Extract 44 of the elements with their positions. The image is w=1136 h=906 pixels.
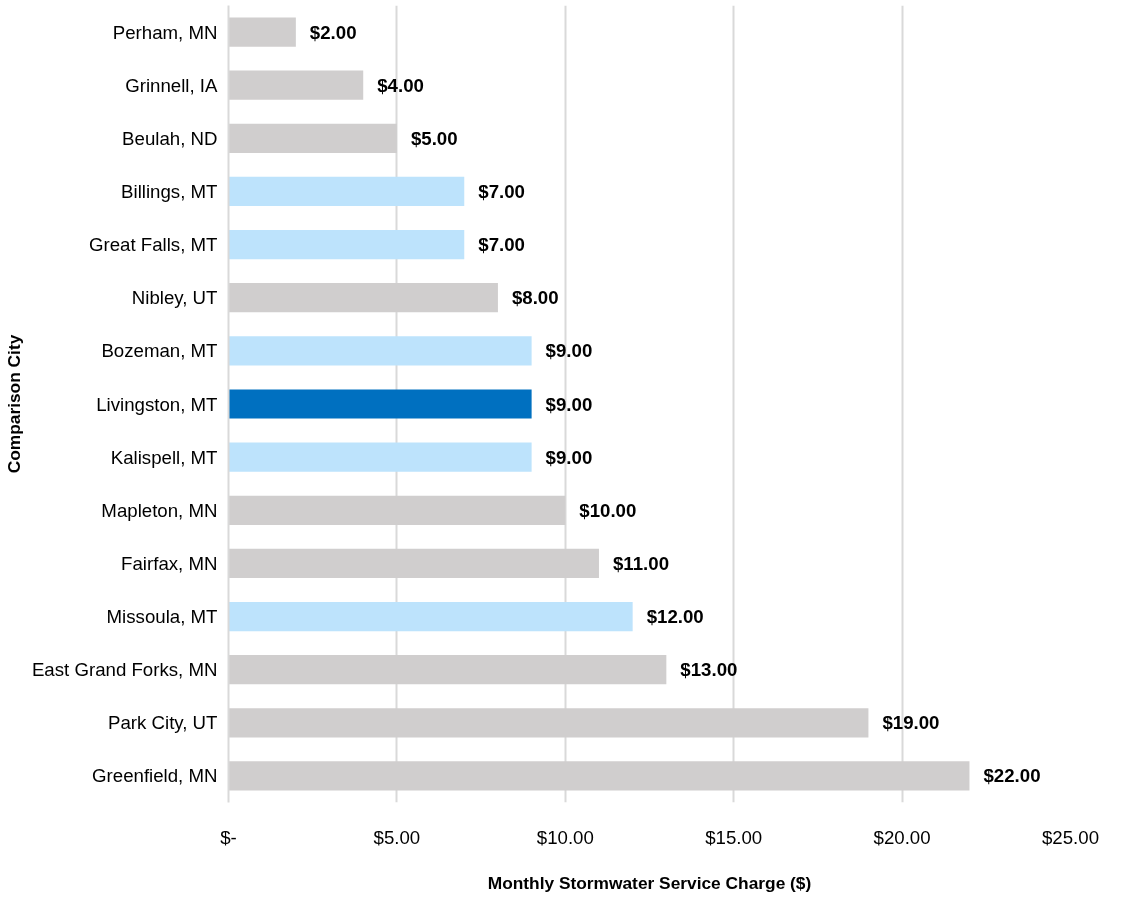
x-tick-label: $10.00: [536, 826, 594, 848]
data-label: $13.00: [680, 659, 738, 681]
y-tick-label: Bozeman, MT: [101, 340, 218, 362]
y-tick-label: Nibley, UT: [131, 287, 218, 309]
bar: [228, 176, 465, 207]
bar: [228, 601, 633, 632]
data-label: $10.00: [579, 499, 637, 521]
data-label: $8.00: [511, 287, 559, 309]
bar: [228, 336, 532, 366]
x-tick-label: $25.00: [1041, 826, 1100, 848]
bar: [228, 229, 465, 260]
y-tick-label: Missoula, MT: [106, 606, 218, 628]
data-label: $9.00: [545, 393, 593, 415]
x-tick-label: $5.00: [373, 826, 421, 848]
y-tick-label: East Grand Forks, MN: [31, 659, 218, 681]
data-label: $22.00: [983, 765, 1041, 787]
data-label: $4.00: [377, 74, 424, 96]
data-label: $9.00: [545, 340, 593, 362]
data-label: $7.00: [478, 180, 525, 202]
data-label: $2.00: [309, 21, 357, 43]
y-tick-label: Perham, MN: [112, 21, 218, 43]
x-tick-label: $-: [220, 826, 237, 848]
x-tick-label: $20.00: [873, 826, 931, 848]
data-label: $11.00: [612, 552, 670, 574]
x-tick-label: $15.00: [705, 826, 763, 848]
data-label: $5.00: [410, 127, 458, 149]
data-label: $12.00: [646, 606, 704, 628]
x-axis-title: Monthly Stormwater Service Charge ($): [487, 872, 812, 893]
bar: [228, 442, 532, 472]
y-tick-label: Great Falls, MT: [88, 234, 218, 256]
data-label: $7.00: [478, 234, 525, 256]
y-tick-label: Beulah, ND: [122, 127, 218, 149]
y-tick-label: Billings, MT: [121, 180, 218, 202]
y-tick-label: Greenfield, MN: [92, 765, 218, 787]
data-label: $19.00: [882, 712, 940, 734]
y-tick-label: Park City, UT: [107, 712, 218, 734]
y-axis-title: Comparison City: [3, 334, 24, 474]
bar: [228, 389, 532, 419]
y-tick-label: Fairfax, MN: [121, 552, 218, 574]
y-tick-label: Mapleton, MN: [101, 499, 218, 521]
y-tick-label: Livingston, MT: [96, 393, 218, 415]
y-tick-label: Grinnell, IA: [125, 74, 219, 96]
data-label: $9.00: [545, 446, 593, 468]
y-tick-label: Kalispell, MT: [110, 446, 218, 468]
